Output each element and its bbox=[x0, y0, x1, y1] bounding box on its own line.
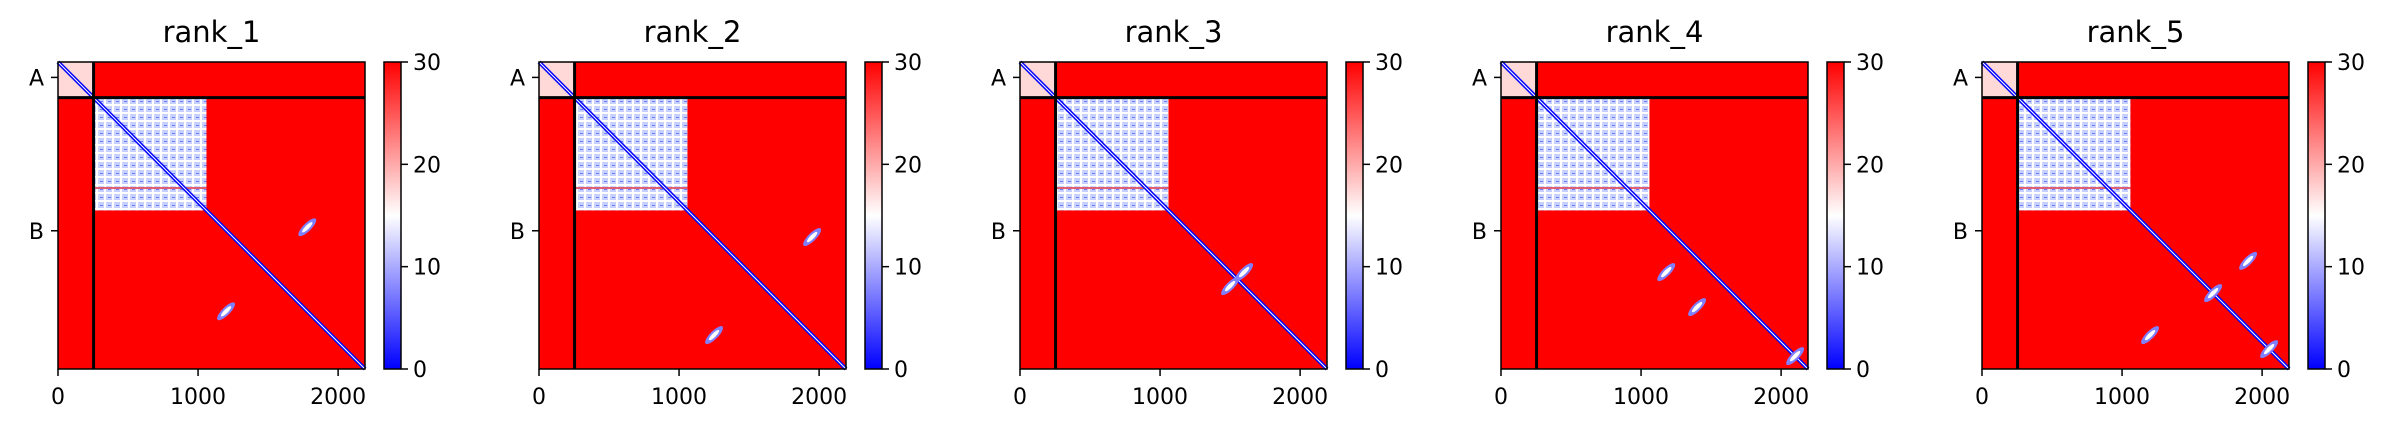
colorbar-tick-label: 30 bbox=[894, 51, 922, 76]
colorbar-tick-label: 0 bbox=[2337, 358, 2351, 383]
chart-title: rank_4 bbox=[1606, 15, 1704, 49]
chart-title: rank_1 bbox=[163, 15, 261, 49]
y-tick-label: B bbox=[510, 220, 525, 245]
contact-feature-core bbox=[1224, 280, 1236, 292]
y-tick-label: A bbox=[1953, 66, 1968, 91]
y-tick-label: A bbox=[510, 66, 525, 91]
axes-frame bbox=[538, 61, 847, 370]
colorbar-tick-label: 10 bbox=[413, 256, 441, 281]
diagonal-core bbox=[538, 61, 847, 370]
y-tick-label: B bbox=[1472, 220, 1487, 245]
contact-feature-core bbox=[1238, 266, 1250, 278]
colorbar-tick-label: 30 bbox=[1375, 51, 1403, 76]
colorbar bbox=[864, 61, 883, 370]
colorbar-tick-label: 20 bbox=[1856, 153, 1884, 178]
x-tick-label: 0 bbox=[1494, 385, 1508, 410]
diagonal-core bbox=[1981, 61, 2290, 370]
colorbar-tick-label: 0 bbox=[894, 358, 908, 383]
x-tick-label: 1000 bbox=[1132, 385, 1188, 410]
colorbar-tick-label: 0 bbox=[413, 358, 427, 383]
x-tick-label: 2000 bbox=[2234, 385, 2290, 410]
contact-feature-core bbox=[2207, 287, 2219, 299]
x-tick-label: 2000 bbox=[1272, 385, 1328, 410]
contact-feature-core bbox=[806, 231, 818, 243]
axes-frame bbox=[1019, 61, 1328, 370]
diagonal-core bbox=[1019, 61, 1328, 370]
x-tick-label: 2000 bbox=[310, 385, 366, 410]
x-tick-label: 1000 bbox=[1613, 385, 1669, 410]
chart-title: rank_5 bbox=[2087, 15, 2185, 49]
contact-feature-core bbox=[302, 222, 313, 233]
x-tick-label: 0 bbox=[532, 385, 546, 410]
x-tick-label: 0 bbox=[51, 385, 65, 410]
y-tick-label: B bbox=[29, 220, 44, 245]
x-tick-label: 2000 bbox=[1753, 385, 1809, 410]
axes-frame bbox=[57, 61, 366, 370]
panel-rank_2: rank_2 0 1000 2000 A B 0 10 20 30 bbox=[510, 15, 922, 410]
y-tick-label: A bbox=[1472, 66, 1487, 91]
x-tick-label: 0 bbox=[1013, 385, 1027, 410]
colorbar bbox=[2307, 61, 2326, 370]
x-tick-label: 0 bbox=[1975, 385, 1989, 410]
colorbar bbox=[383, 61, 402, 370]
colorbar-tick-label: 10 bbox=[2337, 256, 2365, 281]
contact-feature-core bbox=[220, 306, 232, 317]
panel-rank_4: rank_4 0 1000 2000 A B 0 10 20 30 bbox=[1472, 15, 1884, 410]
colorbar-tick-label: 10 bbox=[1856, 256, 1884, 281]
colorbar bbox=[1345, 61, 1364, 370]
colorbar-tick-label: 20 bbox=[2337, 153, 2365, 178]
colorbar-tick-label: 0 bbox=[1856, 358, 1870, 383]
diagonal-core bbox=[57, 61, 366, 370]
contact-feature-core bbox=[1661, 266, 1672, 278]
colorbar-tick-label: 30 bbox=[413, 51, 441, 76]
contact-feature-core bbox=[1691, 301, 1703, 313]
y-tick-label: A bbox=[991, 66, 1006, 91]
y-tick-label: B bbox=[1953, 220, 1968, 245]
panel-rank_5: rank_5 0 1000 2000 A B 0 10 20 30 bbox=[1953, 15, 2365, 410]
panel-rank_3: rank_3 0 1000 2000 A B 0 10 20 30 bbox=[991, 15, 1403, 410]
colorbar-tick-label: 10 bbox=[1375, 256, 1403, 281]
x-tick-label: 1000 bbox=[2094, 385, 2150, 410]
axes-frame bbox=[1981, 61, 2290, 370]
axes-frame bbox=[1500, 61, 1809, 370]
contact-feature-core bbox=[2144, 329, 2156, 341]
colorbar bbox=[1826, 61, 1845, 370]
colorbar-tick-label: 0 bbox=[1375, 358, 1389, 383]
contact-feature-core bbox=[708, 329, 720, 341]
colorbar-tick-label: 20 bbox=[894, 153, 922, 178]
contact-feature-core bbox=[2242, 255, 2254, 267]
colorbar-tick-label: 30 bbox=[1856, 51, 1884, 76]
x-tick-label: 1000 bbox=[651, 385, 707, 410]
colorbar-tick-label: 30 bbox=[2337, 51, 2365, 76]
chart-title: rank_2 bbox=[644, 15, 742, 49]
x-tick-label: 2000 bbox=[791, 385, 847, 410]
contact-feature-core bbox=[2263, 343, 2275, 355]
colorbar-tick-label: 20 bbox=[1375, 153, 1403, 178]
diagonal-core bbox=[1500, 61, 1809, 370]
colorbar-tick-label: 20 bbox=[413, 153, 441, 178]
y-tick-label: B bbox=[991, 220, 1006, 245]
y-tick-label: A bbox=[29, 66, 44, 91]
colorbar-tick-label: 10 bbox=[894, 256, 922, 281]
panel-rank_1: rank_1 0 1000 2000 A B 0 10 20 30 bbox=[29, 15, 441, 410]
contact-feature-core bbox=[1789, 350, 1801, 362]
chart-title: rank_3 bbox=[1125, 15, 1223, 49]
x-tick-label: 1000 bbox=[170, 385, 226, 410]
